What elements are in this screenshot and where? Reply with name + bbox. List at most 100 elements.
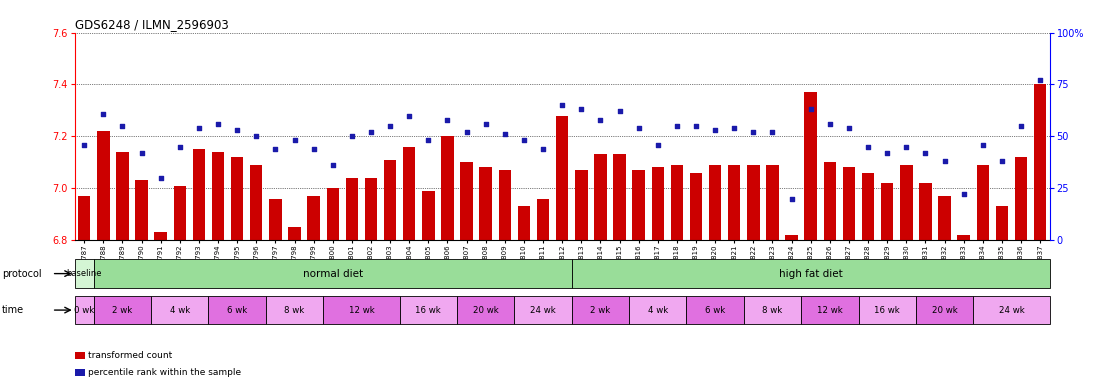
Bar	[250, 165, 262, 240]
Point	[764, 129, 782, 135]
Bar	[651, 167, 664, 240]
Bar	[957, 235, 970, 240]
Point	[228, 127, 246, 133]
Bar	[269, 199, 281, 240]
Bar	[400, 296, 457, 324]
Bar	[881, 183, 894, 240]
Bar	[266, 296, 323, 324]
Point	[649, 142, 666, 148]
Bar	[629, 296, 686, 324]
Bar	[785, 235, 798, 240]
Text: transformed count: transformed count	[88, 351, 172, 360]
Point	[285, 137, 303, 144]
Text: 6 wk: 6 wk	[227, 306, 247, 314]
Point	[305, 146, 323, 152]
Bar	[632, 170, 645, 240]
Point	[878, 150, 896, 156]
Text: baseline: baseline	[67, 269, 102, 278]
Text: time: time	[2, 305, 24, 315]
Point	[572, 106, 590, 113]
Text: normal diet: normal diet	[303, 268, 362, 279]
Bar	[802, 296, 859, 324]
Bar	[766, 165, 778, 240]
Bar	[859, 296, 916, 324]
Bar	[728, 165, 740, 240]
Point	[114, 123, 132, 129]
Text: 6 wk: 6 wk	[705, 306, 726, 314]
Point	[267, 146, 284, 152]
Text: GDS6248 / ILMN_2596903: GDS6248 / ILMN_2596903	[75, 18, 228, 31]
Point	[343, 133, 360, 139]
Bar	[671, 165, 683, 240]
Point	[401, 113, 418, 119]
Bar	[537, 199, 549, 240]
Text: 24 wk: 24 wk	[998, 306, 1024, 314]
Bar	[518, 206, 530, 240]
Point	[821, 121, 839, 127]
Point	[1031, 77, 1049, 83]
Bar	[575, 170, 587, 240]
Point	[535, 146, 552, 152]
Bar	[747, 165, 760, 240]
Bar	[805, 92, 817, 240]
Text: 20 wk: 20 wk	[932, 306, 957, 314]
Point	[783, 195, 800, 202]
Text: 16 wk: 16 wk	[415, 306, 441, 314]
Text: 0 wk: 0 wk	[74, 306, 94, 314]
Point	[247, 133, 265, 139]
Text: 2 wk: 2 wk	[591, 306, 610, 314]
Bar	[441, 136, 453, 240]
Bar	[556, 116, 569, 240]
Bar	[457, 296, 514, 324]
Point	[496, 131, 514, 137]
Text: high fat diet: high fat diet	[778, 268, 842, 279]
Point	[381, 123, 399, 129]
Point	[458, 129, 475, 135]
Text: percentile rank within the sample: percentile rank within the sample	[88, 368, 240, 377]
Bar	[346, 178, 358, 240]
Bar	[919, 183, 931, 240]
Bar	[173, 185, 186, 240]
Point	[668, 123, 685, 129]
Point	[802, 106, 819, 113]
Point	[362, 129, 380, 135]
Bar	[152, 296, 209, 324]
Bar	[1034, 84, 1046, 240]
Bar	[75, 296, 93, 324]
Bar	[231, 157, 244, 240]
Bar	[690, 173, 703, 240]
Point	[477, 121, 494, 127]
Bar	[422, 191, 435, 240]
Bar	[480, 167, 492, 240]
Text: 24 wk: 24 wk	[530, 306, 556, 314]
Bar	[824, 162, 836, 240]
Bar	[594, 154, 606, 240]
Bar	[403, 147, 415, 240]
Bar	[135, 180, 148, 240]
Bar	[572, 259, 1050, 288]
Text: 12 wk: 12 wk	[348, 306, 374, 314]
Text: 2 wk: 2 wk	[112, 306, 133, 314]
Bar	[614, 154, 626, 240]
Bar	[843, 167, 855, 240]
Bar	[365, 178, 378, 240]
Point	[726, 125, 743, 131]
Bar	[97, 131, 110, 240]
Point	[439, 117, 457, 123]
Point	[94, 111, 112, 117]
Bar	[1015, 157, 1028, 240]
Point	[935, 158, 953, 164]
Text: protocol: protocol	[2, 268, 42, 279]
Point	[324, 162, 341, 169]
Bar	[93, 296, 152, 324]
Bar	[209, 296, 266, 324]
Point	[171, 144, 189, 150]
Point	[76, 142, 93, 148]
Bar	[996, 206, 1008, 240]
Text: 16 wk: 16 wk	[874, 306, 900, 314]
Bar	[900, 165, 912, 240]
Point	[897, 144, 915, 150]
Bar	[916, 296, 973, 324]
Bar	[686, 296, 743, 324]
Point	[955, 191, 973, 197]
